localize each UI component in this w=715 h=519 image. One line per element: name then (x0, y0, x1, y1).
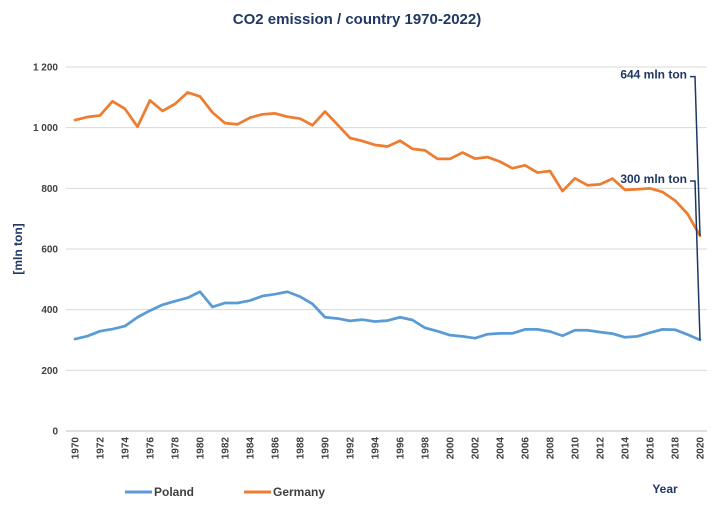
annotations: 644 mln ton 300 mln ton (620, 68, 701, 341)
y-axis-label: [mln ton] (11, 223, 25, 274)
series-line-poland (73, 290, 702, 342)
x-tick-label: 2020 (696, 437, 707, 460)
y-tick-labels: 0 200 400 600 800 1 000 1 200 (33, 63, 58, 438)
x-tick-label: 1998 (421, 437, 432, 460)
legend-label-germany: Germany (273, 485, 325, 499)
x-tick-label: 2004 (496, 437, 507, 460)
x-tick-label: 2006 (521, 437, 532, 460)
x-tick-label: 2016 (646, 437, 657, 460)
y-tick-label: 1 200 (33, 63, 58, 74)
y-tick-label: 0 (52, 427, 58, 438)
x-tick-label: 2002 (471, 437, 482, 460)
x-tick-label: 1974 (121, 437, 132, 460)
x-tick-labels: 1970 1972 1974 1976 1978 1980 1982 1984 1986 1988… (71, 437, 707, 460)
legend: Poland Germany (125, 485, 325, 499)
y-tick-label: 400 (41, 305, 58, 316)
x-tick-label: 1980 (196, 437, 207, 460)
x-tick-label: 1970 (71, 437, 82, 460)
x-tick-label: 1994 (371, 437, 382, 460)
x-tick-label: 1988 (296, 437, 307, 460)
x-tick-label: 2018 (671, 437, 682, 460)
x-tick-label: 1996 (396, 437, 407, 460)
legend-label-poland: Poland (154, 485, 194, 499)
x-tick-label: 2000 (446, 437, 457, 460)
annotation-leader-line (690, 75, 701, 236)
gridlines (66, 66, 707, 371)
x-tick-label: 2014 (621, 437, 632, 460)
y-tick-label: 600 (41, 245, 58, 256)
x-tick-label: 1972 (96, 437, 107, 460)
annotation-label: 300 mln ton (620, 172, 687, 186)
x-tick-label: 1986 (271, 437, 282, 460)
x-tick-label: 1992 (346, 437, 357, 460)
series-line-germany (73, 91, 702, 238)
annotation-label: 644 mln ton (620, 68, 687, 82)
x-tick-label: 1982 (221, 437, 232, 460)
x-tick-label: 1984 (246, 437, 257, 460)
x-tick-label: 1990 (321, 437, 332, 460)
annotation-leader-line (690, 180, 701, 341)
series-lines (73, 91, 702, 342)
x-axis-label: Year (652, 482, 678, 496)
y-tick-label: 200 (41, 366, 58, 377)
y-tick-label: 800 (41, 184, 58, 195)
x-tick-label: 2008 (546, 437, 557, 460)
x-tick-label: 1978 (171, 437, 182, 460)
x-tick-label: 2012 (596, 437, 607, 460)
y-tick-label: 1 000 (33, 123, 58, 134)
x-tick-label: 2010 (571, 437, 582, 460)
chart-title: CO2 emission / country 1970-2022) (233, 11, 481, 28)
x-tick-label: 1976 (146, 437, 157, 460)
